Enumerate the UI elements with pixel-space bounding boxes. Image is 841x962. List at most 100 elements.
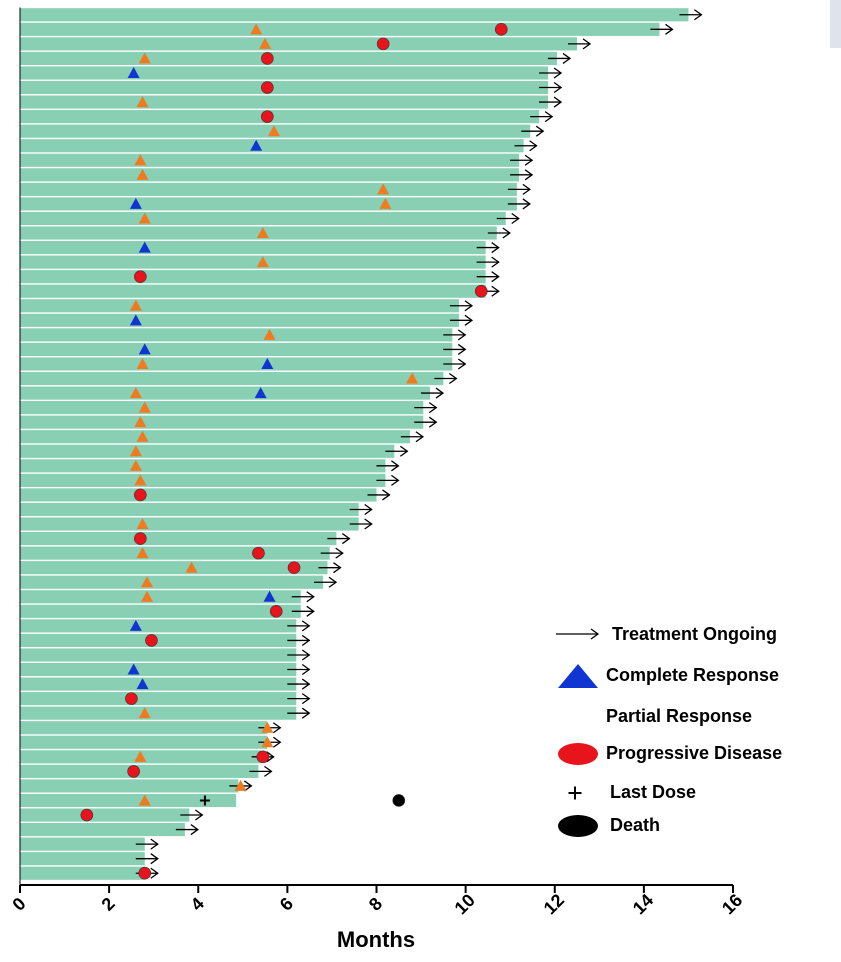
triangle-marker — [406, 372, 419, 384]
bar — [20, 255, 486, 269]
ongoing-arrow — [530, 111, 554, 123]
ongoing-arrow — [287, 693, 311, 705]
circle-marker — [127, 765, 140, 778]
triangle-marker — [377, 183, 390, 195]
legend-marker — [558, 664, 598, 688]
arrow-head — [522, 183, 531, 195]
triangle-marker — [250, 23, 263, 35]
triangle-marker — [138, 707, 151, 719]
arrow-head — [665, 23, 674, 35]
arrow-head — [194, 809, 204, 821]
x-tick-label: 10 — [451, 890, 479, 918]
arrow-head — [491, 242, 500, 254]
bar — [20, 619, 297, 633]
ongoing-arrow — [414, 416, 438, 428]
legend-label: Death — [610, 815, 660, 835]
ongoing-arrow — [135, 853, 159, 865]
arrow-head — [364, 503, 373, 516]
ongoing-arrow — [420, 387, 445, 399]
arrow-head — [301, 634, 311, 646]
circle-marker — [474, 284, 488, 298]
ongoing-arrow — [476, 271, 500, 283]
bar — [20, 546, 330, 560]
circle-marker — [376, 37, 390, 51]
triangle-marker — [138, 343, 151, 355]
arrow-head — [150, 853, 159, 865]
triangle-marker — [261, 736, 274, 748]
triangle-marker — [138, 52, 151, 64]
ongoing-arrow — [510, 169, 534, 181]
bar — [20, 168, 520, 182]
triangle-marker — [259, 37, 272, 49]
triangle-marker — [129, 314, 142, 326]
bar — [20, 386, 430, 400]
ongoing-arrow — [287, 634, 311, 646]
bar — [20, 473, 386, 487]
circle-marker — [80, 808, 94, 822]
bar — [20, 692, 297, 706]
legend-marker — [558, 743, 598, 765]
ongoing-arrow — [327, 533, 351, 545]
triangle-marker — [268, 125, 281, 137]
bar — [20, 371, 444, 386]
ongoing-arrow — [443, 329, 467, 341]
bar — [20, 328, 453, 342]
x-axis-title: Months — [337, 927, 415, 952]
legend-label: Progressive Disease — [606, 743, 782, 763]
x-tick-label: 2 — [98, 894, 119, 915]
circle-marker — [261, 110, 274, 123]
arrow-head — [391, 474, 400, 486]
ongoing-arrow — [539, 96, 563, 108]
arrow-head — [590, 628, 600, 640]
bar — [20, 241, 486, 255]
ongoing-arrow — [556, 628, 600, 640]
arrow-head — [511, 212, 520, 225]
ongoing-arrow — [650, 23, 674, 35]
triangle-marker — [263, 328, 276, 340]
arrow-head — [264, 765, 273, 777]
arrow-head — [457, 329, 467, 341]
bar — [20, 590, 301, 604]
arrow-head — [522, 198, 531, 210]
arrow-head — [544, 111, 554, 123]
arrow-head — [301, 707, 311, 719]
bar — [20, 182, 517, 196]
arrow-head — [301, 678, 311, 690]
ongoing-arrow — [287, 620, 311, 632]
legend-label: Last Dose — [610, 782, 696, 802]
triangle-marker — [263, 590, 276, 602]
ongoing-arrow — [679, 9, 703, 21]
ongoing-arrow — [376, 460, 400, 472]
circle-marker — [287, 561, 301, 574]
legend-label: Partial Response — [606, 706, 752, 726]
ongoing-arrow — [476, 256, 500, 268]
ongoing-arrow — [514, 140, 538, 152]
bar — [20, 66, 549, 80]
triangle-marker — [136, 518, 149, 530]
bar — [20, 779, 239, 793]
ongoing-arrow — [349, 503, 373, 516]
bar — [20, 575, 324, 589]
ongoing-arrow — [314, 576, 338, 588]
ongoing-arrow — [175, 824, 199, 836]
bar — [20, 735, 268, 749]
ongoing-arrow — [496, 212, 520, 225]
circle-marker — [138, 866, 152, 880]
bar — [20, 866, 145, 880]
x-tick-label: 8 — [365, 894, 386, 915]
triangle-marker — [127, 663, 140, 675]
ongoing-arrow — [547, 52, 572, 64]
arrow-head — [428, 416, 438, 428]
triangle-marker — [129, 299, 142, 311]
ongoing-arrow — [507, 183, 531, 195]
ongoing-arrow — [414, 402, 438, 414]
arrow-head — [448, 372, 458, 385]
arrow-head — [306, 591, 315, 603]
circle-marker — [261, 52, 274, 65]
ongoing-arrow — [434, 372, 458, 385]
ongoing-arrow — [449, 314, 474, 326]
triangle-marker — [129, 445, 142, 457]
arrow-head — [243, 780, 253, 792]
bar — [20, 662, 297, 677]
arrow-head — [301, 693, 311, 705]
